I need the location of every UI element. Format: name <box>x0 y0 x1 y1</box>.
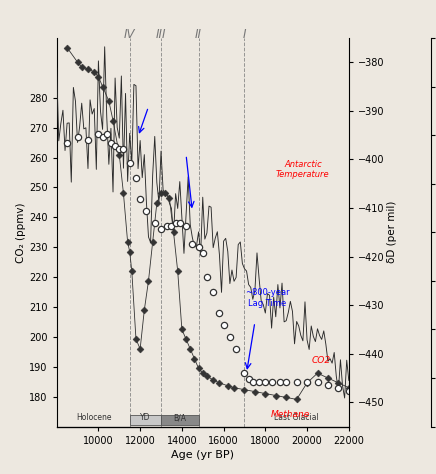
Text: IV: IV <box>124 28 136 41</box>
Text: YD: YD <box>140 413 150 422</box>
Text: CO2: CO2 <box>312 356 331 365</box>
Text: Last Glacial: Last Glacial <box>274 413 319 422</box>
Text: Antarctic
Temperature: Antarctic Temperature <box>276 160 330 179</box>
Text: III: III <box>156 28 166 41</box>
Bar <box>161 415 198 425</box>
Text: Holocene: Holocene <box>76 413 112 422</box>
Text: II: II <box>195 28 202 41</box>
X-axis label: Age (yr BP): Age (yr BP) <box>171 450 234 460</box>
Bar <box>130 415 161 425</box>
Text: Methane: Methane <box>271 410 310 419</box>
Y-axis label: δD (per mil): δD (per mil) <box>387 201 397 264</box>
Text: I: I <box>243 28 246 41</box>
Y-axis label: CO₂ (ppmv): CO₂ (ppmv) <box>16 202 26 263</box>
Text: ~800-year
Lag Time: ~800-year Lag Time <box>245 288 290 308</box>
Text: B/A: B/A <box>173 413 186 422</box>
